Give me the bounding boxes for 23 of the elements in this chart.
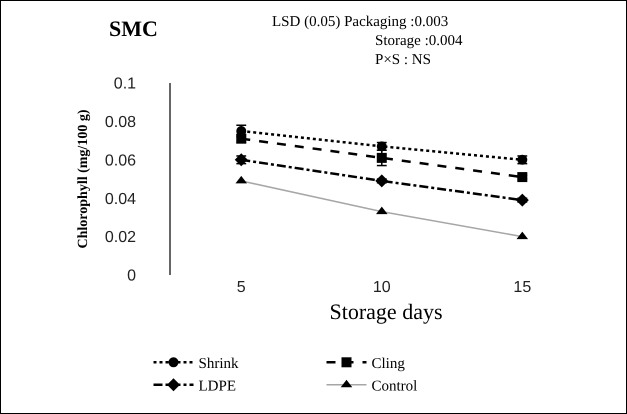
point [375, 174, 388, 188]
chart-title: SMC [109, 16, 158, 41]
y-axis-title: Chlorophyll (mg/100 g) [76, 109, 92, 248]
y-tick-label: 0.06 [104, 152, 136, 170]
y-tick-label: 0 [127, 268, 136, 285]
x-tick-label: 5 [236, 279, 246, 296]
point [517, 172, 528, 182]
y-tick-label: 0.04 [104, 190, 136, 208]
text: P×S : NS [375, 52, 431, 68]
x-tick-label: 10 [372, 279, 391, 296]
legend-label: Control [372, 378, 418, 395]
y-tick-label: 0.02 [104, 229, 136, 246]
x-axis-title: Storage days [329, 298, 443, 324]
x-tick-label: 15 [513, 279, 532, 296]
text: Storage :0.004 [375, 33, 463, 49]
legend-label: Cling [372, 356, 406, 372]
legend-label: LDPE [198, 378, 236, 395]
point [376, 152, 387, 163]
point [516, 194, 529, 207]
y-tick-label: 0.08 [104, 114, 136, 131]
text: LSD (0.05) Packaging :0.003 [272, 14, 448, 30]
y-tick-label: 0.1 [114, 76, 136, 93]
legend-label: Shrink [198, 356, 240, 372]
